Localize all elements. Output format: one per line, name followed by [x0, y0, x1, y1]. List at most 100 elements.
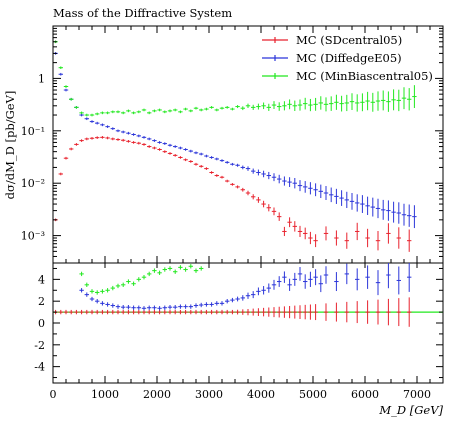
ratio-point [178, 304, 183, 309]
ratio-point [313, 269, 318, 286]
ratio-point [110, 303, 115, 308]
ratio-point [355, 268, 360, 291]
data-point [349, 93, 355, 111]
data-point [287, 217, 292, 228]
ratio-point [126, 305, 131, 310]
data-point [115, 110, 121, 114]
data-point [381, 199, 386, 220]
data-point [251, 194, 256, 200]
ratio-point [303, 304, 308, 320]
ratio-point [110, 285, 115, 291]
data-point [95, 136, 100, 139]
ratio-point [199, 309, 204, 315]
legend-label: MC (DiffedgeE05) [296, 51, 402, 65]
data-point [391, 89, 396, 111]
data-point [303, 227, 308, 240]
y-tick-label-main: 10⁻² [21, 177, 45, 190]
data-point [157, 141, 162, 144]
data-point [204, 107, 209, 111]
ratio-point [271, 279, 277, 290]
data-point [235, 105, 240, 109]
series-mc-minbiascentral05 [53, 40, 417, 117]
ratio-point [225, 309, 230, 315]
x-tick-label: 4000 [247, 388, 275, 401]
data-point [121, 130, 126, 134]
data-point [297, 180, 303, 192]
data-point [230, 107, 235, 111]
data-point [105, 136, 110, 140]
data-point [303, 181, 308, 193]
data-point [162, 142, 167, 145]
ratio-point [334, 272, 339, 292]
data-point [69, 97, 74, 101]
data-point [110, 110, 115, 114]
legend-item-mc-diffedgee05: MC (DiffedgeE05) [262, 51, 402, 65]
ratio-point [251, 308, 256, 316]
legend-item-mc-minbiascentral05: MC (MinBiascentral05) [262, 69, 433, 83]
data-point [105, 125, 110, 128]
ratio-point [313, 304, 318, 321]
data-point [287, 177, 292, 187]
data-point [58, 66, 63, 70]
data-point [375, 230, 381, 251]
ratio-point [95, 299, 100, 304]
series-mc-sdcentral05 [53, 136, 412, 252]
data-point [271, 101, 277, 109]
data-point [89, 113, 95, 117]
x-tick-label: 1000 [91, 388, 119, 401]
data-point [115, 138, 121, 141]
ratio-point [188, 309, 193, 315]
chart-title: Mass of the Diffractive System [53, 6, 232, 20]
data-point [115, 129, 121, 133]
data-point [271, 173, 277, 182]
data-point [386, 223, 391, 244]
data-point [339, 190, 344, 206]
y-tick-label-main: 1 [38, 72, 45, 85]
ratio-point [365, 265, 370, 289]
ratio-point [167, 309, 173, 315]
ratio-point [100, 289, 105, 294]
ratio-point [131, 281, 136, 286]
ratio-point [173, 269, 178, 274]
ratio-point [152, 305, 157, 310]
ratio-point [136, 309, 141, 315]
ratio-point [297, 267, 303, 281]
data-point [121, 111, 126, 115]
data-point [297, 99, 303, 111]
ratio-point [277, 306, 282, 318]
data-point [162, 110, 167, 114]
y-tick-label-ratio: 4 [38, 273, 45, 286]
data-point [344, 191, 349, 209]
x-axis-label: M_D [GeV] [378, 403, 443, 417]
ratio-point [256, 287, 261, 296]
ratio-point [355, 301, 360, 324]
data-point [193, 162, 199, 166]
data-point [100, 123, 105, 127]
ratio-point [375, 299, 381, 325]
data-point [105, 111, 110, 115]
data-point [204, 167, 209, 170]
data-point [365, 196, 370, 216]
ratio-point [183, 304, 188, 309]
data-point [323, 186, 329, 201]
legend-label: MC (MinBiascentral05) [296, 69, 433, 83]
data-point [412, 85, 417, 108]
ratio-point [235, 296, 240, 302]
ratio-point [235, 309, 240, 315]
data-point [89, 120, 95, 123]
data-point [256, 103, 261, 110]
data-point [157, 148, 162, 151]
data-point [110, 137, 115, 141]
data-point [167, 143, 173, 147]
axis-ticks: 0 1000 2000 3000 4000 5000 6000 7000 10⁻³ 10⁻² 10⁻… [21, 26, 444, 401]
ratio-point [167, 305, 173, 310]
ratio-point [84, 282, 89, 287]
ratio-point [256, 308, 261, 316]
ratio-point [89, 289, 95, 294]
ratio-point [105, 302, 110, 307]
ratio-point [121, 282, 126, 287]
data-point [173, 145, 178, 148]
ratio-point [261, 286, 266, 295]
ratio-point [121, 309, 126, 315]
